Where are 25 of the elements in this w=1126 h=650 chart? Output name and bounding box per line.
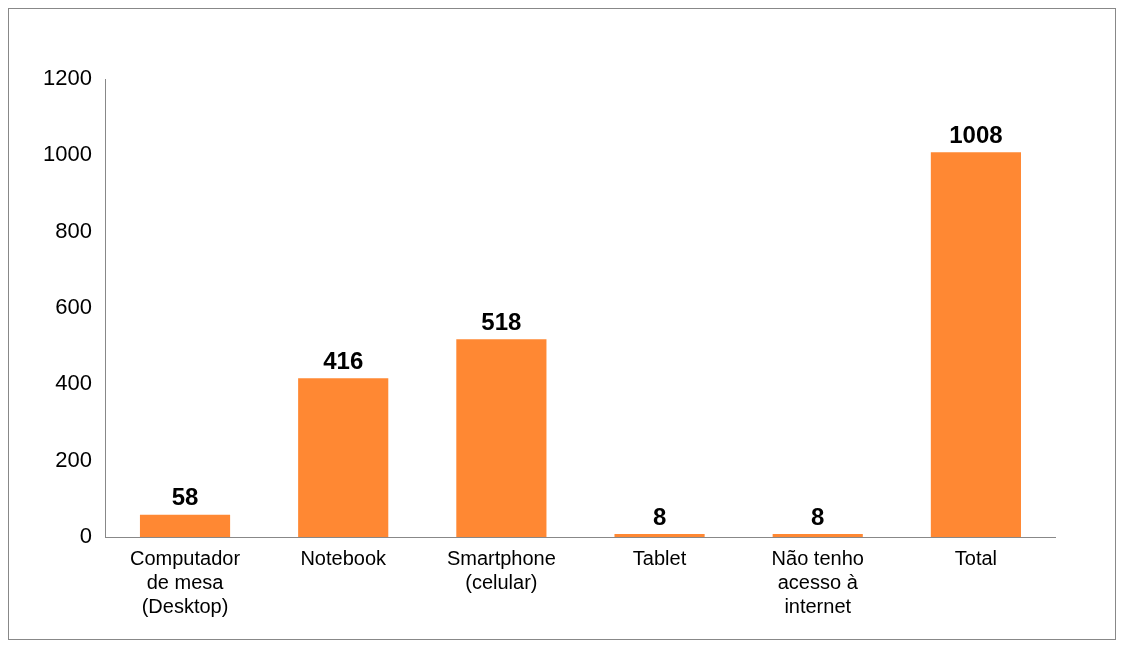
x-tick-label: Smartphone (celular) — [446, 546, 556, 593]
data-label: 416 — [323, 346, 364, 374]
data-label: 518 — [481, 307, 522, 335]
y-tick-label: 1200 — [42, 65, 92, 91]
x-tick-label: Não tenho acesso à internet — [771, 546, 864, 617]
data-label: 58 — [171, 483, 199, 511]
y-tick-label: 200 — [55, 446, 92, 472]
x-tick-label: Tablet — [632, 546, 687, 569]
x-tick-label: Total — [954, 546, 998, 569]
bar — [930, 152, 1021, 537]
y-tick-label: 0 — [79, 523, 92, 549]
x-tick-label: Computador de mesa (Desktop) — [130, 546, 241, 617]
data-label: 8 — [811, 502, 825, 530]
data-label: 1008 — [949, 120, 1003, 148]
y-tick-label: 400 — [55, 370, 92, 396]
bar — [614, 533, 705, 537]
y-tick-label: 600 — [55, 294, 92, 320]
y-tick-label: 1000 — [42, 141, 92, 167]
y-tick-label: 800 — [55, 217, 92, 243]
bar — [456, 339, 547, 537]
data-label: 8 — [652, 502, 667, 530]
bar — [772, 533, 863, 537]
bar — [139, 514, 231, 537]
bar — [298, 378, 389, 537]
x-tick-label: Notebook — [300, 546, 388, 569]
